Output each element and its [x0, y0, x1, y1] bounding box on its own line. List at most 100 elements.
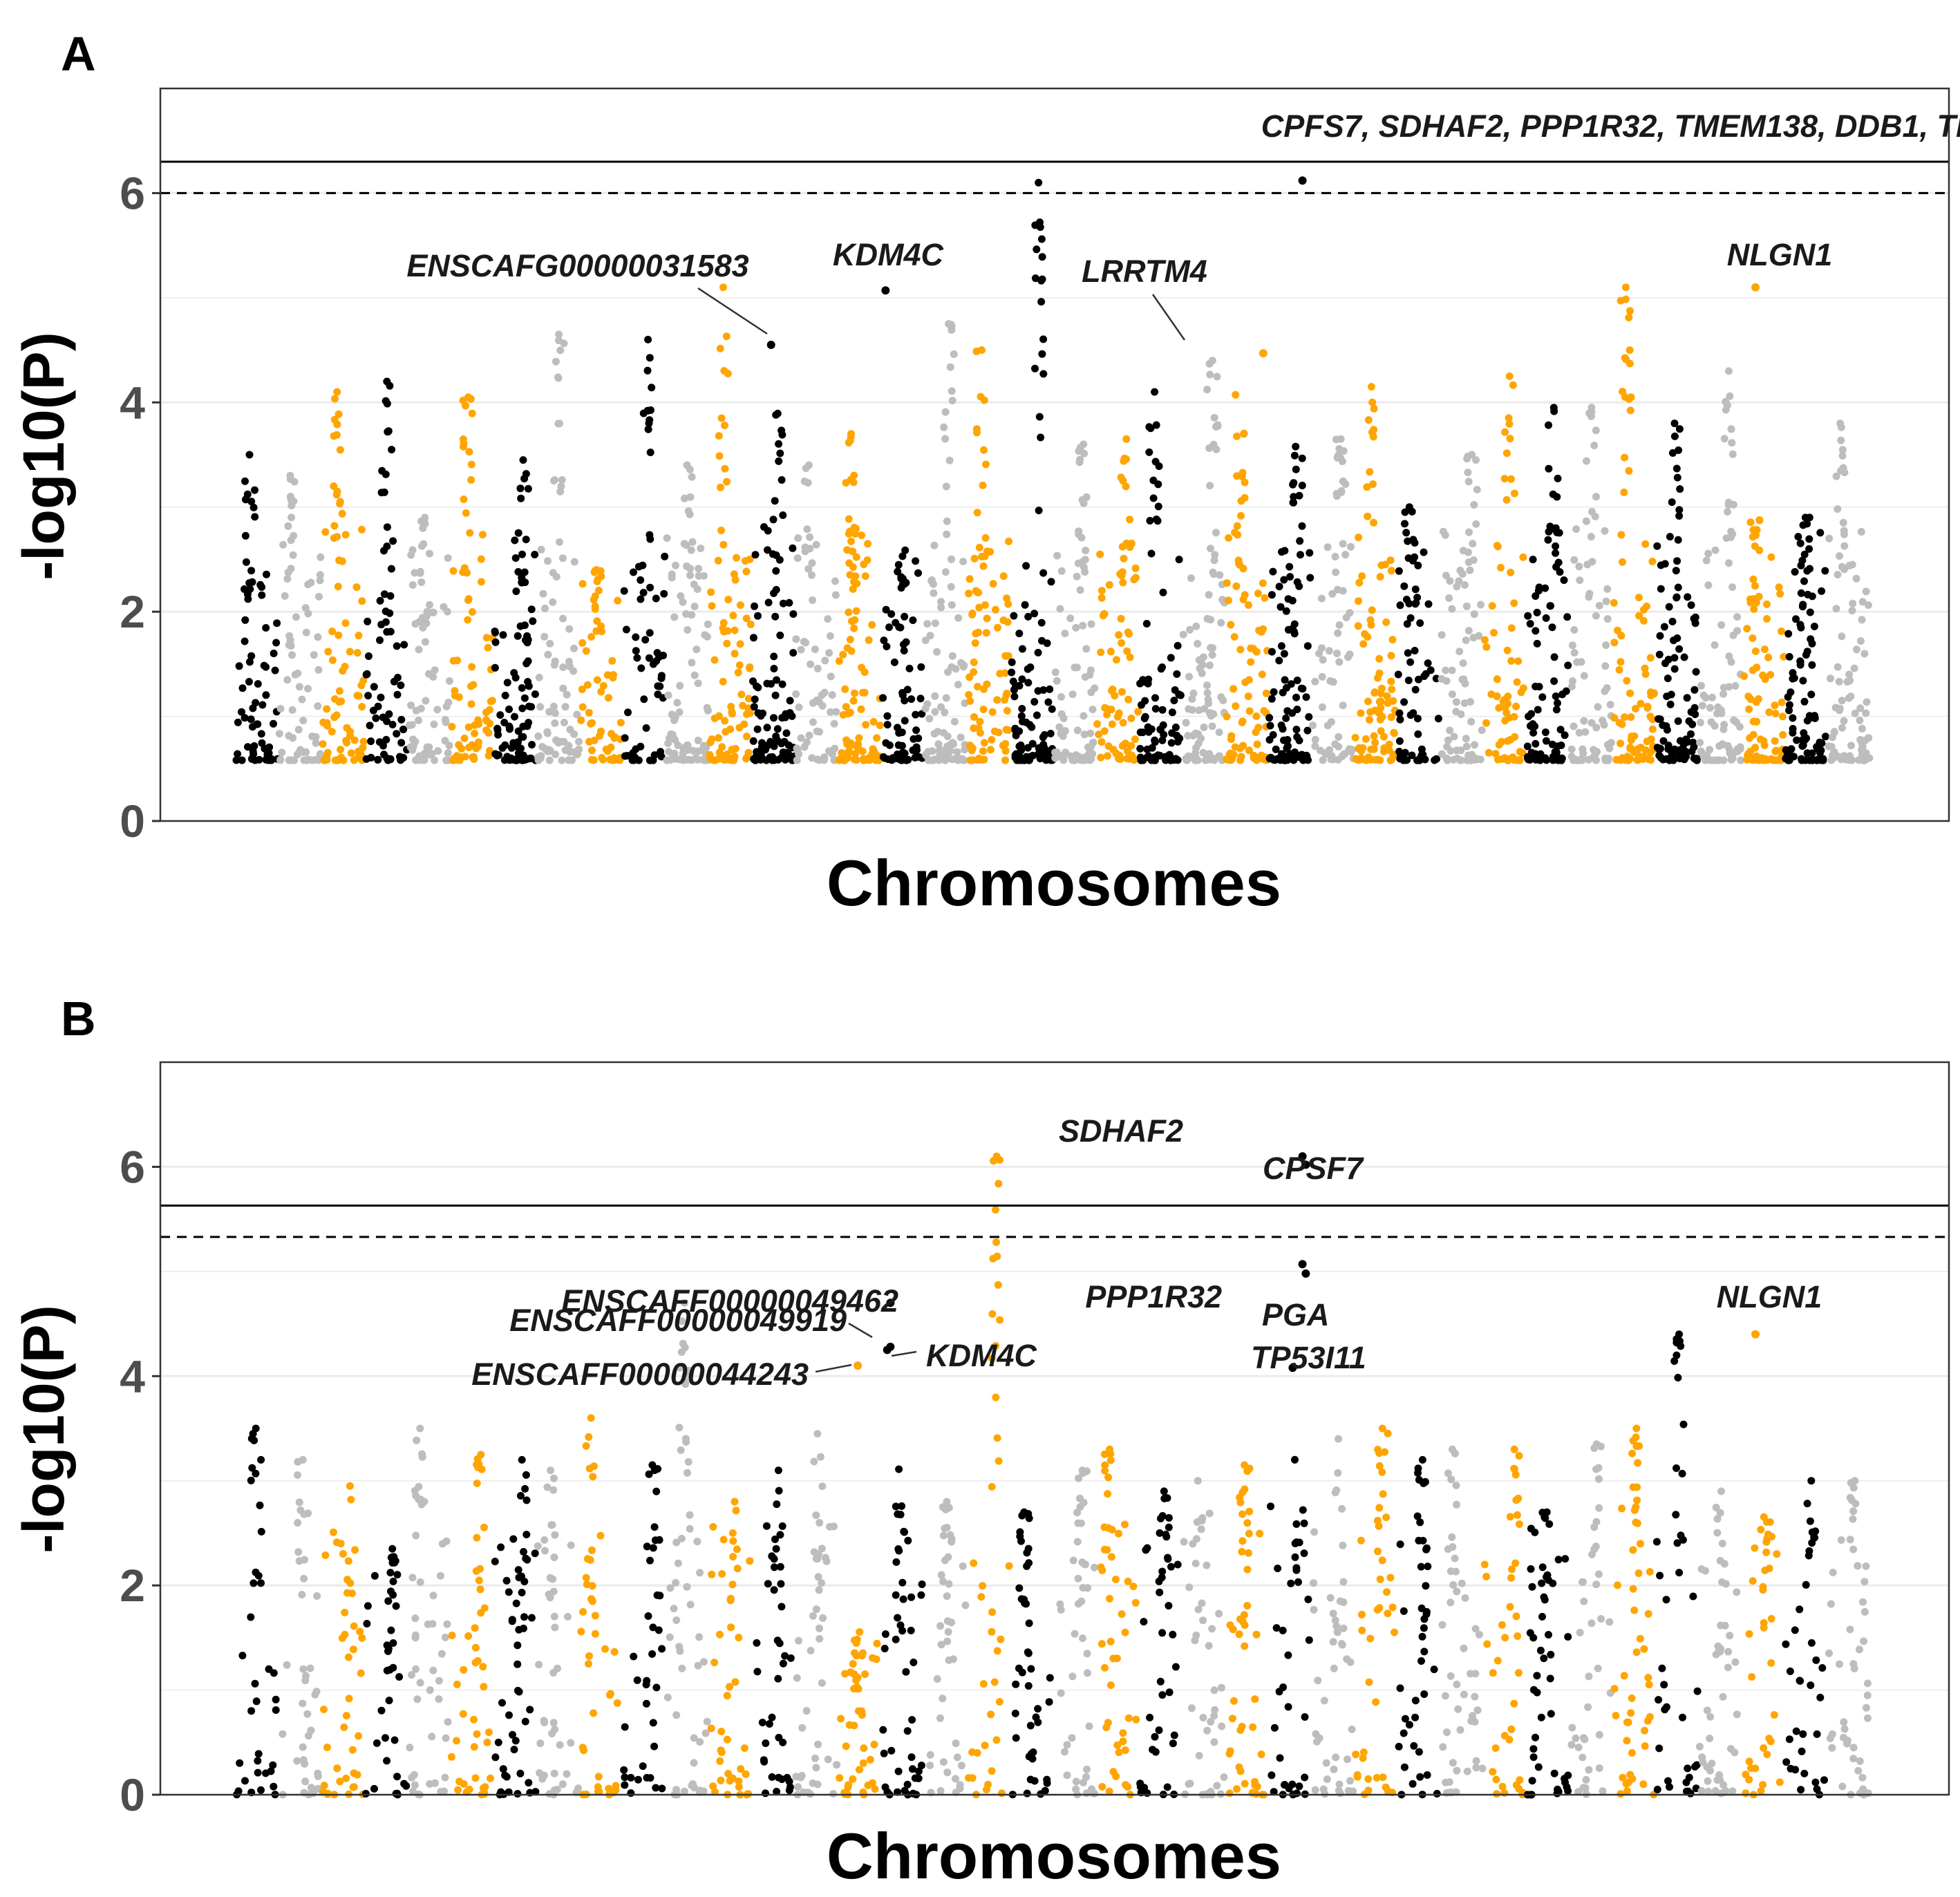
snp-point	[1493, 1790, 1501, 1798]
snp-point	[1063, 1771, 1071, 1780]
snp-point	[1151, 705, 1160, 713]
snp-point	[283, 575, 292, 583]
snp-point	[1846, 1536, 1854, 1544]
snp-point	[813, 1780, 822, 1789]
snp-point	[559, 663, 567, 671]
snp-point	[1045, 1698, 1053, 1706]
snp-point	[1364, 697, 1372, 706]
snp-point	[1749, 717, 1758, 726]
snp-point	[484, 729, 493, 737]
snp-point	[1420, 672, 1429, 680]
snp-point	[1855, 1645, 1863, 1654]
snp-point	[950, 740, 957, 748]
snp-point	[1856, 1757, 1864, 1765]
snp-point	[814, 1573, 822, 1581]
snp-point	[251, 513, 259, 521]
snp-point	[992, 1206, 999, 1214]
snp-point	[1037, 433, 1045, 442]
snp-point	[1115, 755, 1123, 763]
snp-point	[399, 726, 407, 733]
snp-point	[265, 1665, 273, 1673]
snp-point	[968, 610, 977, 617]
snp-point	[473, 1533, 481, 1542]
snp-point	[716, 1630, 724, 1639]
snp-point	[549, 598, 557, 606]
snp-point	[1241, 1485, 1249, 1493]
snp-point	[612, 1782, 620, 1790]
snp-point	[464, 596, 472, 604]
snp-point	[1238, 1510, 1247, 1518]
snp-point	[1311, 742, 1319, 751]
snp-point	[585, 1433, 593, 1441]
snp-point	[1207, 545, 1214, 553]
snp-point	[408, 1574, 417, 1582]
snp-point	[1411, 686, 1420, 694]
snp-point	[775, 1639, 784, 1648]
snp-point	[1131, 735, 1139, 744]
snp-point	[1648, 558, 1657, 565]
snp-point	[980, 446, 988, 454]
snp-point	[1448, 666, 1456, 674]
snp-point	[1257, 1750, 1265, 1759]
snp-point	[1097, 648, 1105, 657]
peak-point	[1801, 513, 1809, 522]
y-axis-title-a: -log10(P)	[11, 332, 76, 580]
snp-point	[1068, 690, 1077, 699]
snp-point	[1250, 645, 1258, 653]
snp-point	[1004, 600, 1012, 608]
snp-point	[728, 746, 736, 754]
snp-point	[1286, 573, 1294, 581]
snp-point	[679, 598, 687, 606]
snp-point	[278, 748, 286, 757]
snp-point	[1561, 1555, 1570, 1563]
snp-point	[232, 756, 241, 764]
snp-point	[1630, 1606, 1639, 1614]
snp-point	[1294, 752, 1302, 759]
snp-point	[1227, 621, 1235, 629]
snp-point	[1534, 706, 1542, 714]
snp-point	[1713, 1529, 1722, 1537]
snp-point	[1525, 712, 1533, 721]
gene-label-ppp1r32: PPP1R32	[1085, 1279, 1222, 1314]
snp-point	[254, 680, 262, 688]
snp-point	[1212, 529, 1220, 537]
snp-point	[1421, 1478, 1429, 1486]
snp-point	[579, 1607, 587, 1616]
snp-point	[253, 720, 261, 728]
snp-point	[444, 749, 452, 757]
snp-point	[390, 677, 398, 686]
peak-point	[1194, 1477, 1202, 1485]
snp-point	[901, 1786, 909, 1795]
snp-point	[1124, 695, 1133, 704]
snp-point	[903, 1780, 912, 1789]
snp-point	[723, 1692, 731, 1700]
snp-point	[1802, 1580, 1810, 1589]
snp-point	[1325, 647, 1333, 655]
gene-label-cpsf7: CPSF7	[1263, 1151, 1364, 1186]
peak-point	[592, 566, 601, 574]
snp-point	[1334, 1469, 1342, 1477]
snp-point	[337, 746, 345, 754]
snp-point	[468, 409, 476, 417]
snp-point	[1450, 733, 1458, 741]
snp-point	[1203, 386, 1212, 394]
snp-point	[1203, 681, 1211, 690]
snp-point	[1623, 1737, 1631, 1745]
snp-point	[816, 698, 823, 706]
snp-point	[751, 602, 758, 610]
snp-point	[1757, 1525, 1765, 1533]
snp-point	[965, 575, 974, 583]
snp-point	[552, 357, 560, 366]
snp-point	[1655, 1696, 1663, 1704]
snp-point	[1051, 754, 1059, 762]
snp-point	[851, 1649, 858, 1657]
snp-point	[1793, 736, 1801, 744]
snp-point	[899, 1595, 907, 1603]
snp-point	[460, 1665, 468, 1674]
snp-point	[842, 1742, 850, 1750]
snp-point	[1210, 1712, 1218, 1720]
snp-point	[1485, 748, 1493, 757]
snp-point	[1472, 456, 1480, 464]
snp-point	[485, 1728, 493, 1737]
snp-point	[389, 1639, 397, 1647]
